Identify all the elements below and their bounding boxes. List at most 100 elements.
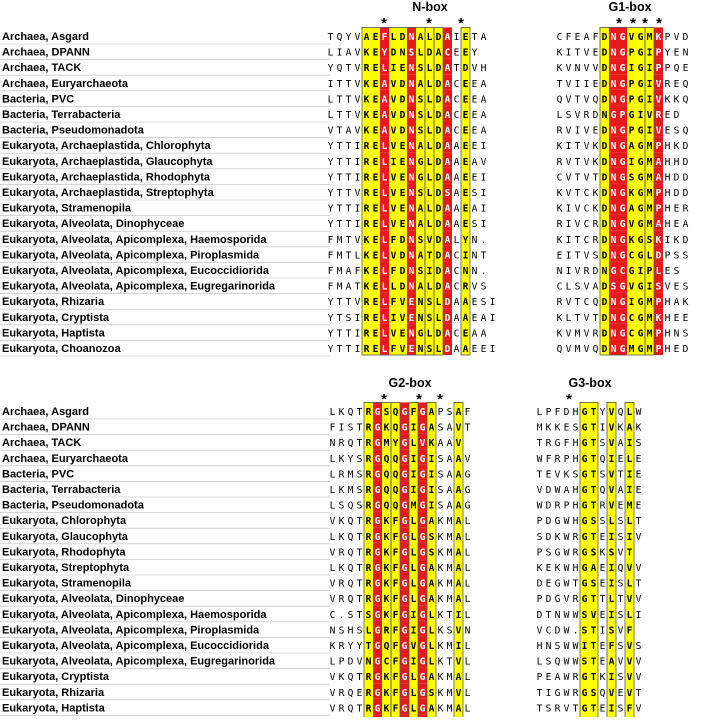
residue-letter: L [382, 157, 388, 168]
residue-letter: G [582, 407, 588, 418]
residue-letter: I [647, 282, 653, 293]
conserved-column-frame [390, 401, 401, 722]
residue-letter: T [346, 188, 352, 199]
residue-letter: T [593, 313, 599, 324]
residue-letter: V [609, 501, 615, 512]
residue-letter: A [447, 438, 453, 449]
residue-highlight [371, 230, 380, 246]
residue-highlight [461, 105, 470, 121]
residue-letter: D [400, 110, 406, 121]
residue-letter: G [638, 344, 644, 355]
residue-letter: L [427, 328, 433, 339]
residue-letter: S [409, 48, 415, 59]
residue-letter: S [427, 297, 433, 308]
residue-letter: V [627, 594, 633, 605]
residue-highlight [400, 464, 409, 481]
alignment-row: Eukaryota, Alveolata, Apicomplexa, Eucoc… [0, 636, 642, 654]
residue-letter: K [557, 328, 563, 339]
residue-letter: T [537, 438, 543, 449]
residue-highlight [409, 652, 418, 668]
residue-highlight [407, 292, 416, 309]
residue-letter: L [328, 94, 334, 105]
residue-letter: T [357, 579, 363, 590]
residue-letter: I [665, 235, 671, 246]
residue-highlight [600, 27, 609, 43]
residue-letter: G [402, 672, 408, 683]
residue-highlight [600, 214, 609, 231]
alignment-row: Eukaryota, Alveolata, Apicomplexa, Eucoc… [0, 261, 680, 279]
residue-letter: K [683, 297, 689, 308]
residue-letter: Y [348, 641, 354, 652]
residue-highlight [434, 261, 443, 277]
residue-letter: N [465, 625, 471, 636]
residue-letter: A [683, 219, 689, 230]
residue-letter: D [400, 266, 406, 277]
conserved-column-frame [606, 401, 617, 722]
residue-letter: V [391, 79, 397, 90]
residue-letter: F [391, 297, 397, 308]
residue-letter: L [382, 297, 388, 308]
residue-letter: L [465, 532, 471, 543]
residue-highlight [434, 43, 443, 59]
residue-letter: V [627, 672, 633, 683]
conserved-site-star: * [437, 391, 443, 408]
residue-letter: R [557, 297, 563, 308]
conserved-site-star: * [630, 15, 636, 32]
residue-letter: G [620, 250, 626, 261]
residue-letter: D [602, 297, 608, 308]
residue-highlight [409, 527, 418, 543]
residue-letter: A [346, 282, 352, 293]
residue-letter: S [647, 235, 653, 246]
residue-highlight [600, 58, 609, 75]
residue-letter: N [611, 328, 617, 339]
residue-letter: Q [618, 563, 624, 574]
residue-highlight [416, 214, 425, 231]
residue-letter: V [537, 485, 543, 496]
residue-highlight [427, 449, 436, 465]
residue-highlight [373, 698, 382, 715]
residue-letter: G [375, 423, 381, 434]
residue-highlight [607, 667, 616, 684]
residue-letter: E [373, 328, 379, 339]
residue-highlight [627, 74, 636, 90]
residue-letter: G [582, 688, 588, 699]
alignment-row: Eukaryota, Archaeplastida, Streptophyta Y… [0, 183, 689, 201]
residue-highlight [443, 245, 452, 262]
residue-highlight [454, 605, 463, 621]
residue-highlight [362, 199, 371, 215]
residue-highlight [627, 245, 636, 262]
residue-letter: S [683, 250, 689, 261]
residue-letter: E [593, 126, 599, 137]
taxon-label: Archaea, Euryarchaeota [2, 78, 129, 90]
residue-letter: G [402, 594, 408, 605]
residue-letter: Y [393, 438, 399, 449]
residue-letter: R [339, 688, 345, 699]
residue-letter: C [557, 32, 563, 43]
residue-highlight [443, 121, 452, 137]
residue-highlight [627, 152, 636, 168]
residue-letter: T [346, 235, 352, 246]
taxon-label: Eukaryota, Haptista [2, 702, 106, 714]
residue-highlight [371, 89, 380, 106]
residue-letter: P [438, 407, 444, 418]
residue-letter: F [393, 579, 399, 590]
residue-letter: T [337, 110, 343, 121]
residue-highlight [625, 542, 634, 559]
residue-letter: N [611, 297, 617, 308]
residue-letter: S [447, 407, 453, 418]
residue-letter: E [683, 313, 689, 324]
residue-highlight [425, 292, 434, 309]
residue-highlight [443, 230, 452, 246]
residue-letter: M [629, 344, 635, 355]
residue-letter: F [328, 235, 334, 246]
residue-letter: T [337, 188, 343, 199]
residue-letter: D [400, 79, 406, 90]
residue-highlight [461, 230, 470, 246]
residue-letter: G [582, 579, 588, 590]
residue-highlight [434, 277, 443, 293]
residue-letter: F [393, 625, 399, 636]
residue-letter: S [339, 625, 345, 636]
residue-letter: G [638, 204, 644, 215]
residue-letter: M [647, 313, 653, 324]
residue-letter: V [575, 219, 581, 230]
